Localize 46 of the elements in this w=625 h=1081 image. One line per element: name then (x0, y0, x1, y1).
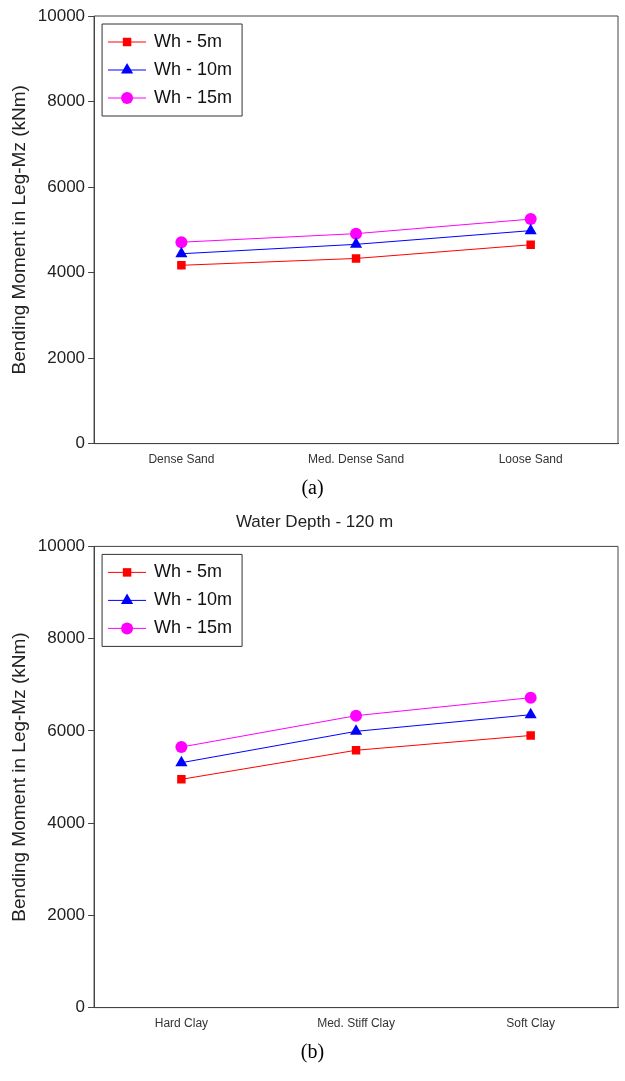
y-axis-title: Bending Moment in Leg-Mz (kNm) (7, 85, 29, 375)
point (177, 775, 186, 784)
y-tick-label: 2000 (47, 905, 86, 925)
point (175, 755, 188, 767)
y-tick-label: 2000 (47, 347, 86, 367)
point (524, 223, 537, 235)
y-axis-title: Bending Moment in Leg-Mz (kNm) (7, 632, 29, 922)
x-tick-label: Loose Sand (498, 452, 563, 467)
legend-label: Wh - 5m (154, 561, 223, 582)
legend-label: Wh - 15m (154, 86, 233, 107)
y-tick-label: 8000 (47, 91, 86, 111)
x-tick-label: Dense Sand (148, 452, 215, 467)
legend-label: Wh - 5m (154, 30, 223, 51)
text: (a) (300, 475, 325, 501)
x-tick-label: Soft Clay (506, 1016, 556, 1031)
x-tick-label: Med. Stiff Clay (317, 1016, 395, 1031)
point (175, 246, 188, 258)
point (526, 731, 535, 740)
text: (b) (299, 1039, 326, 1065)
point (177, 261, 186, 270)
y-tick-label: 8000 (47, 628, 86, 648)
point (175, 741, 188, 754)
point (524, 691, 537, 704)
point (350, 709, 363, 722)
y-tick-label: 4000 (47, 812, 86, 832)
point (175, 236, 188, 249)
legend-label: Wh - 15m (154, 617, 233, 638)
point (524, 213, 537, 226)
y-tick-label: 6000 (47, 176, 86, 196)
y-tick-label: 10000 (37, 5, 86, 25)
y-tick-label: 6000 (47, 720, 86, 740)
x-tick-label: Med. Dense Sand (308, 452, 405, 467)
y-tick-label: 0 (75, 997, 86, 1017)
point (524, 707, 537, 719)
legend-label: Wh - 10m (154, 589, 233, 610)
y-tick-label: 0 (75, 433, 86, 453)
point (350, 227, 363, 240)
point (351, 254, 361, 263)
chart-title: Water Depth - 120 m (235, 511, 394, 531)
legend-label: Wh - 10m (154, 58, 233, 79)
x-tick-label: Hard Clay (154, 1016, 209, 1031)
y-tick-label: 4000 (47, 262, 86, 282)
point (349, 237, 363, 248)
point (526, 240, 535, 250)
point (349, 724, 363, 735)
y-tick-label: 10000 (37, 536, 86, 556)
